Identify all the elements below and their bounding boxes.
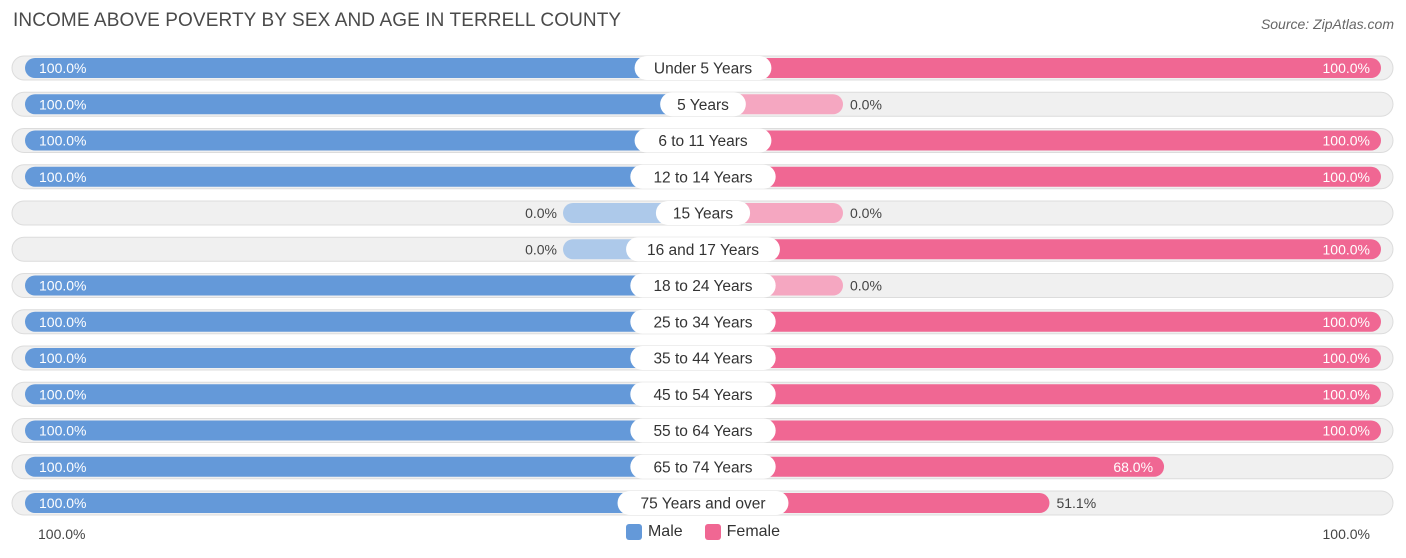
bar-male bbox=[25, 311, 703, 332]
bar-female bbox=[703, 493, 1050, 513]
chart-row: 100.0% 100.0% 12 to 14 Years bbox=[11, 164, 1394, 190]
category-pill bbox=[630, 418, 776, 443]
category-pill bbox=[655, 201, 751, 225]
bar-male bbox=[25, 384, 703, 405]
category-label: 55 to 64 Years bbox=[653, 423, 752, 440]
chart-row: 100.0% 0.0% 5 Years bbox=[11, 91, 1394, 117]
source-label: Source: ZipAtlas.com bbox=[1260, 16, 1394, 32]
label-male-value: 100.0% bbox=[39, 133, 86, 149]
category-pill bbox=[630, 273, 776, 298]
category-pill bbox=[634, 56, 772, 80]
label-male-value: 100.0% bbox=[39, 350, 86, 366]
label-female-value: 100.0% bbox=[1323, 133, 1370, 149]
label-female-value: 68.0% bbox=[1113, 459, 1153, 475]
category-pill bbox=[660, 92, 746, 117]
bar-male bbox=[25, 166, 703, 187]
legend-label-male: Male bbox=[647, 523, 683, 540]
chart-row: 0.0% 0.0% 15 Years bbox=[11, 200, 1394, 226]
category-pill bbox=[630, 309, 776, 334]
label-female-value: 100.0% bbox=[1323, 423, 1370, 439]
chart-row: 100.0% 100.0% 45 to 54 Years bbox=[11, 381, 1394, 407]
label-male-value: 100.0% bbox=[39, 169, 86, 185]
label-male-value: 0.0% bbox=[525, 241, 557, 257]
chart-row: 100.0% 100.0% Under 5 Years bbox=[11, 55, 1394, 81]
axis-right-label: 100.0% bbox=[1322, 526, 1370, 542]
category-label: 18 to 24 Years bbox=[653, 278, 752, 295]
bar-chart: 100.0% 100.0% Under 5 Years 100.0% 0.0% 5 Yea… bbox=[11, 55, 1394, 516]
category-label: 15 Years bbox=[673, 206, 734, 223]
bar-female bbox=[703, 456, 1165, 477]
label-male-value: 100.0% bbox=[39, 278, 86, 294]
category-pill bbox=[617, 491, 789, 515]
bar-female bbox=[703, 420, 1381, 441]
bar-male bbox=[25, 58, 703, 78]
category-pill bbox=[630, 454, 776, 479]
chart-row: 0.0% 100.0% 16 and 17 Years bbox=[11, 236, 1394, 262]
chart-row: 100.0% 100.0% 35 to 44 Years bbox=[11, 345, 1394, 371]
label-female-value: 100.0% bbox=[1323, 386, 1370, 402]
bar-male bbox=[25, 94, 703, 115]
label-male-value: 100.0% bbox=[39, 386, 86, 402]
label-female-value: 0.0% bbox=[850, 205, 882, 221]
chart-row: 100.0% 68.0% 65 to 74 Years bbox=[11, 454, 1394, 480]
bar-female bbox=[703, 239, 1381, 260]
category-label: 65 to 74 Years bbox=[653, 459, 752, 476]
label-male-value: 100.0% bbox=[39, 96, 86, 112]
label-male-value: 100.0% bbox=[39, 60, 86, 76]
bar-female bbox=[703, 166, 1381, 187]
label-female-value: 0.0% bbox=[850, 278, 882, 294]
category-label: 16 and 17 Years bbox=[647, 242, 759, 259]
axis-left-label: 100.0% bbox=[38, 526, 86, 542]
bar-female bbox=[703, 58, 1381, 78]
label-female-value: 100.0% bbox=[1323, 60, 1370, 76]
legend-item-male: Male bbox=[625, 523, 683, 541]
label-female-value: 0.0% bbox=[850, 96, 882, 112]
legend-item-female: Female bbox=[704, 523, 781, 541]
label-female-value: 100.0% bbox=[1323, 169, 1370, 185]
chart-row: 100.0% 100.0% 6 to 11 Years bbox=[11, 128, 1394, 153]
label-male-value: 0.0% bbox=[525, 205, 557, 221]
category-pill bbox=[630, 346, 776, 370]
bar-female bbox=[703, 130, 1381, 151]
label-female-value: 100.0% bbox=[1323, 314, 1370, 330]
bar-female bbox=[703, 311, 1381, 332]
chart-row: 100.0% 100.0% 55 to 64 Years bbox=[11, 418, 1394, 443]
chart-row: 100.0% 0.0% 18 to 24 Years bbox=[11, 273, 1394, 298]
label-male-value: 100.0% bbox=[39, 459, 86, 475]
bar-male bbox=[25, 348, 703, 368]
label-male-value: 100.0% bbox=[39, 314, 86, 330]
category-pill bbox=[630, 382, 776, 407]
bar-male bbox=[25, 493, 703, 513]
legend-swatch-male bbox=[625, 524, 642, 540]
category-label: Under 5 Years bbox=[654, 61, 752, 78]
category-label: 5 Years bbox=[677, 97, 729, 114]
category-pill bbox=[626, 237, 780, 262]
chart-title: INCOME ABOVE POVERTY BY SEX AND AGE IN T… bbox=[13, 10, 622, 31]
chart-row: 100.0% 51.1% 75 Years and over bbox=[11, 490, 1394, 516]
category-label: 6 to 11 Years bbox=[658, 133, 748, 150]
label-female-value: 100.0% bbox=[1323, 350, 1370, 366]
bar-male bbox=[25, 456, 703, 477]
label-male-value: 100.0% bbox=[39, 423, 86, 439]
bar-female bbox=[703, 384, 1381, 405]
category-pill bbox=[630, 164, 776, 189]
chart-row: 100.0% 100.0% 25 to 34 Years bbox=[11, 309, 1394, 335]
category-label: 12 to 14 Years bbox=[653, 169, 752, 186]
category-label: 45 to 54 Years bbox=[653, 387, 752, 404]
label-male-value: 100.0% bbox=[39, 495, 86, 511]
bar-female bbox=[703, 348, 1381, 368]
bar-male bbox=[25, 275, 703, 296]
label-female-value: 100.0% bbox=[1323, 241, 1370, 257]
legend-swatch-female bbox=[704, 524, 721, 540]
category-label: 75 Years and over bbox=[641, 496, 766, 513]
legend: Male Female bbox=[0, 523, 1406, 541]
category-pill bbox=[634, 128, 772, 153]
category-label: 35 to 44 Years bbox=[653, 351, 752, 368]
bar-male bbox=[25, 130, 703, 151]
label-female-value: 51.1% bbox=[1056, 495, 1096, 511]
bar-male bbox=[25, 420, 703, 441]
legend-label-female: Female bbox=[726, 523, 781, 540]
category-label: 25 to 34 Years bbox=[653, 314, 752, 331]
